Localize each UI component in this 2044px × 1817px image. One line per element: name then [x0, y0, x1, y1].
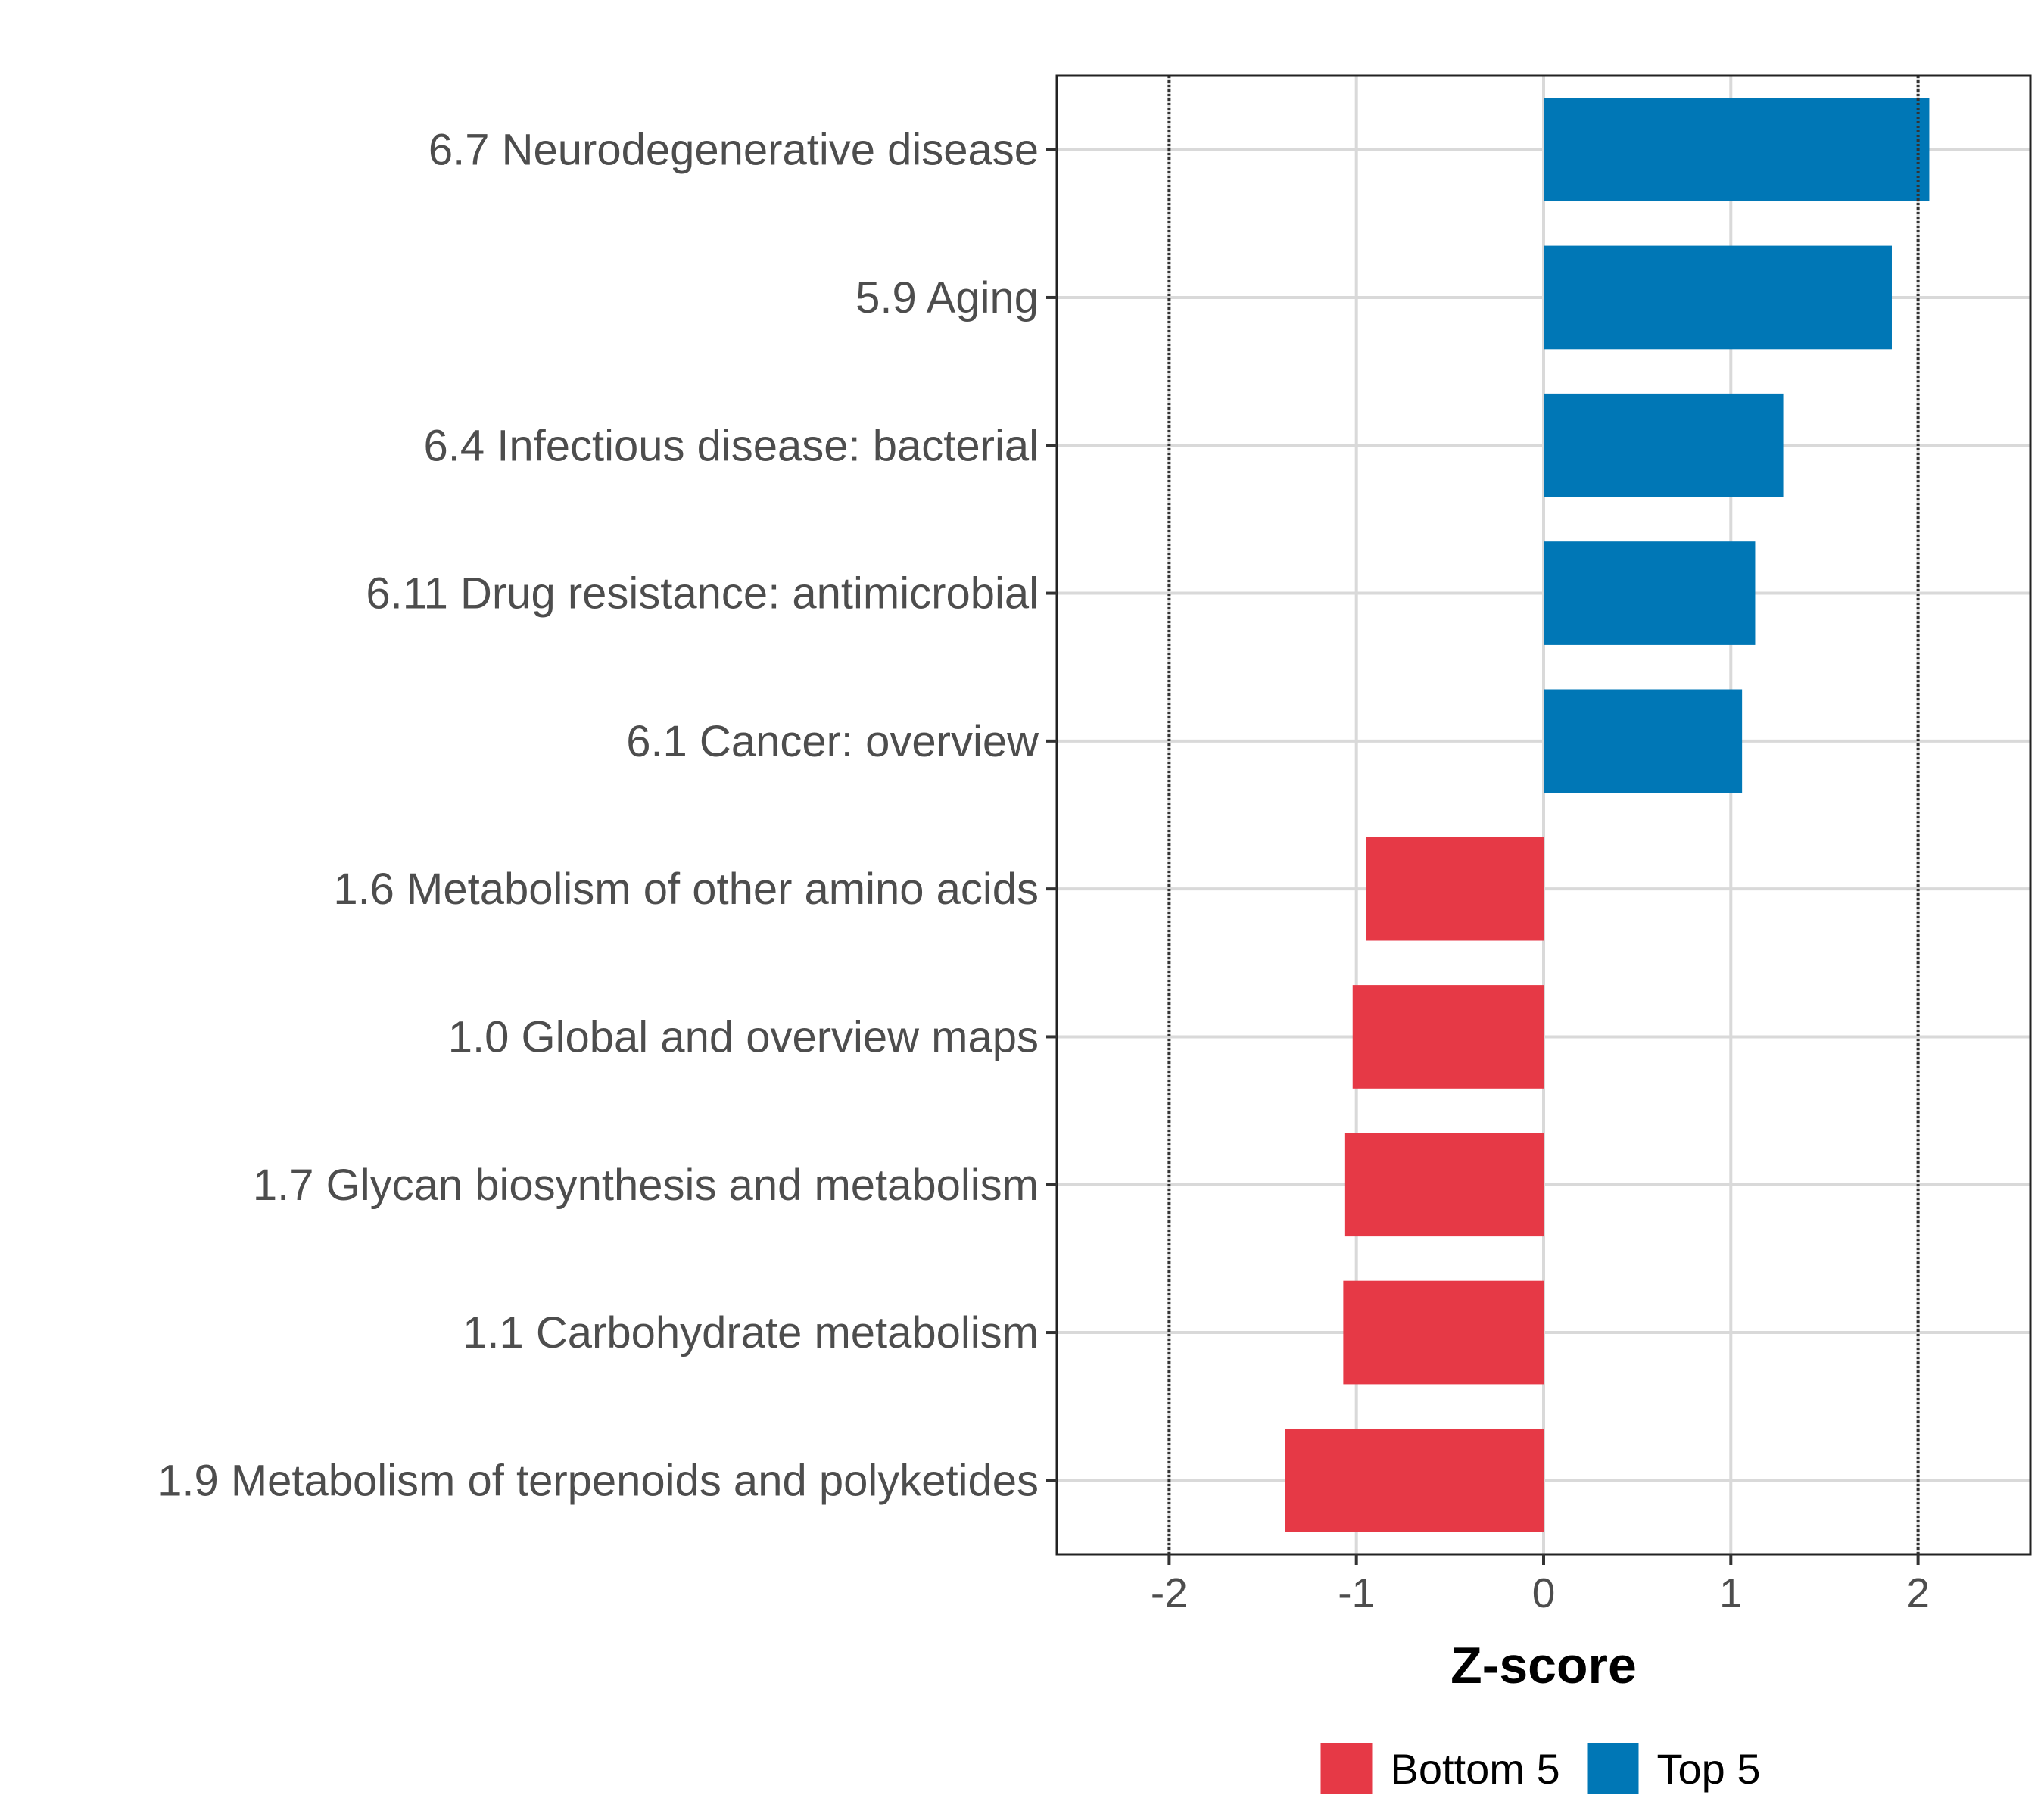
x-tick-label-3: 1: [1719, 1569, 1743, 1616]
bars: [1285, 98, 1930, 1532]
category-label-9: 1.9 Metabolism of terpenoids and polyket…: [157, 1456, 1039, 1505]
bar-1: [1544, 245, 1892, 350]
x-tick-label-0: -2: [1151, 1569, 1188, 1616]
category-axis: 6.7 Neurodegenerative disease 5.9 Aging 6.…: [157, 126, 1057, 1505]
bar-4: [1544, 689, 1743, 793]
category-label-1: 5.9 Aging: [855, 273, 1039, 323]
bar-7: [1344, 1133, 1544, 1237]
reference-lines: [1167, 76, 1920, 1554]
category-label-6: 1.0 Global and overview maps: [448, 1012, 1039, 1061]
legend: Bottom 5 Top 5: [1320, 1743, 1761, 1794]
x-tick-label-2: 0: [1532, 1569, 1556, 1616]
category-label-3: 6.11 Drug resistance: antimicrobial: [366, 569, 1039, 619]
legend-swatch-0: [1320, 1743, 1373, 1794]
bar-8: [1343, 1280, 1544, 1385]
category-label-0: 6.7 Neurodegenerative disease: [428, 126, 1039, 175]
category-label-7: 1.7 Glycan biosynthesis and metabolism: [253, 1161, 1039, 1210]
bar-9: [1285, 1428, 1544, 1532]
category-label-5: 1.6 Metabolism of other amino acids: [333, 865, 1039, 914]
x-axis: -2 -1 0 1 2: [1151, 1554, 1930, 1616]
x-tick-label-1: -1: [1338, 1569, 1375, 1616]
category-label-2: 6.4 Infectious disease: bacterial: [424, 421, 1039, 470]
bar-2: [1544, 393, 1784, 497]
category-label-4: 6.1 Cancer: overview: [626, 717, 1039, 766]
legend-label-1: Top 5: [1657, 1745, 1761, 1793]
category-label-8: 1.1 Carbohydrate metabolism: [463, 1308, 1039, 1357]
x-axis-title: Z-score: [1450, 1637, 1637, 1694]
legend-swatch-1: [1587, 1743, 1639, 1794]
bar-6: [1352, 985, 1544, 1089]
x-tick-label-4: 2: [1906, 1569, 1930, 1616]
bar-0: [1544, 98, 1930, 202]
legend-label-0: Bottom 5: [1391, 1745, 1560, 1793]
bar-5: [1366, 837, 1544, 941]
bar-3: [1544, 541, 1756, 645]
